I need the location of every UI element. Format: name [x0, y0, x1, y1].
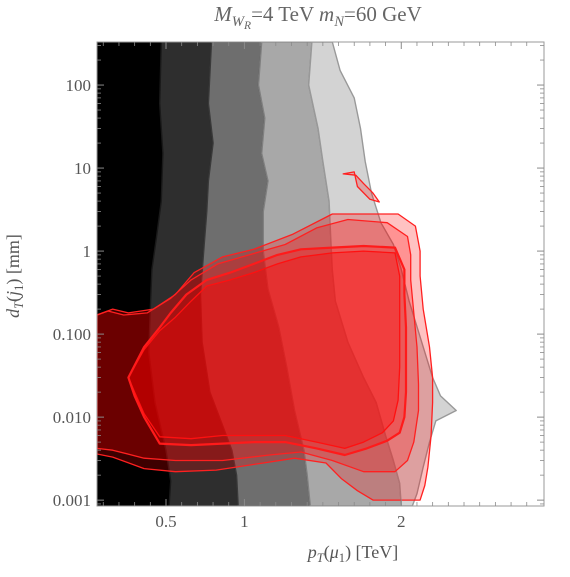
gray-contour-region-5: [308, 42, 457, 506]
x-tick-label: 0.5: [155, 512, 176, 531]
y-tick-label: 0.100: [53, 325, 91, 344]
chart-title: MWR=4 TeV mN=60 GeV: [213, 2, 421, 32]
plot-frame: [96, 41, 545, 507]
red-contour-outline-1: [127, 244, 408, 457]
red-contour-region-5: [342, 171, 380, 203]
y-tick-label: 1: [83, 242, 92, 261]
red-contour-region-4: [127, 250, 401, 450]
axis-tick-labels: 0.5 1 2 0.001 0.010 0.100 1 10 100: [53, 76, 406, 531]
x-tick-label: 2: [397, 512, 406, 531]
y-tick-label: 100: [66, 76, 92, 95]
y-tick-label: 10: [74, 159, 91, 178]
y-axis-label: dT(j1) [mm]: [3, 234, 26, 318]
axis-ticks: [97, 42, 544, 506]
contour-regions: [97, 42, 457, 506]
x-axis-label: pT(μ1) [TeV]: [306, 542, 399, 565]
y-tick-label: 0.010: [53, 408, 91, 427]
x-tick-label: 1: [240, 512, 249, 531]
red-contour-region-2: [97, 218, 420, 473]
red-contour-region-1: [97, 213, 434, 501]
y-tick-label: 0.001: [53, 491, 91, 510]
